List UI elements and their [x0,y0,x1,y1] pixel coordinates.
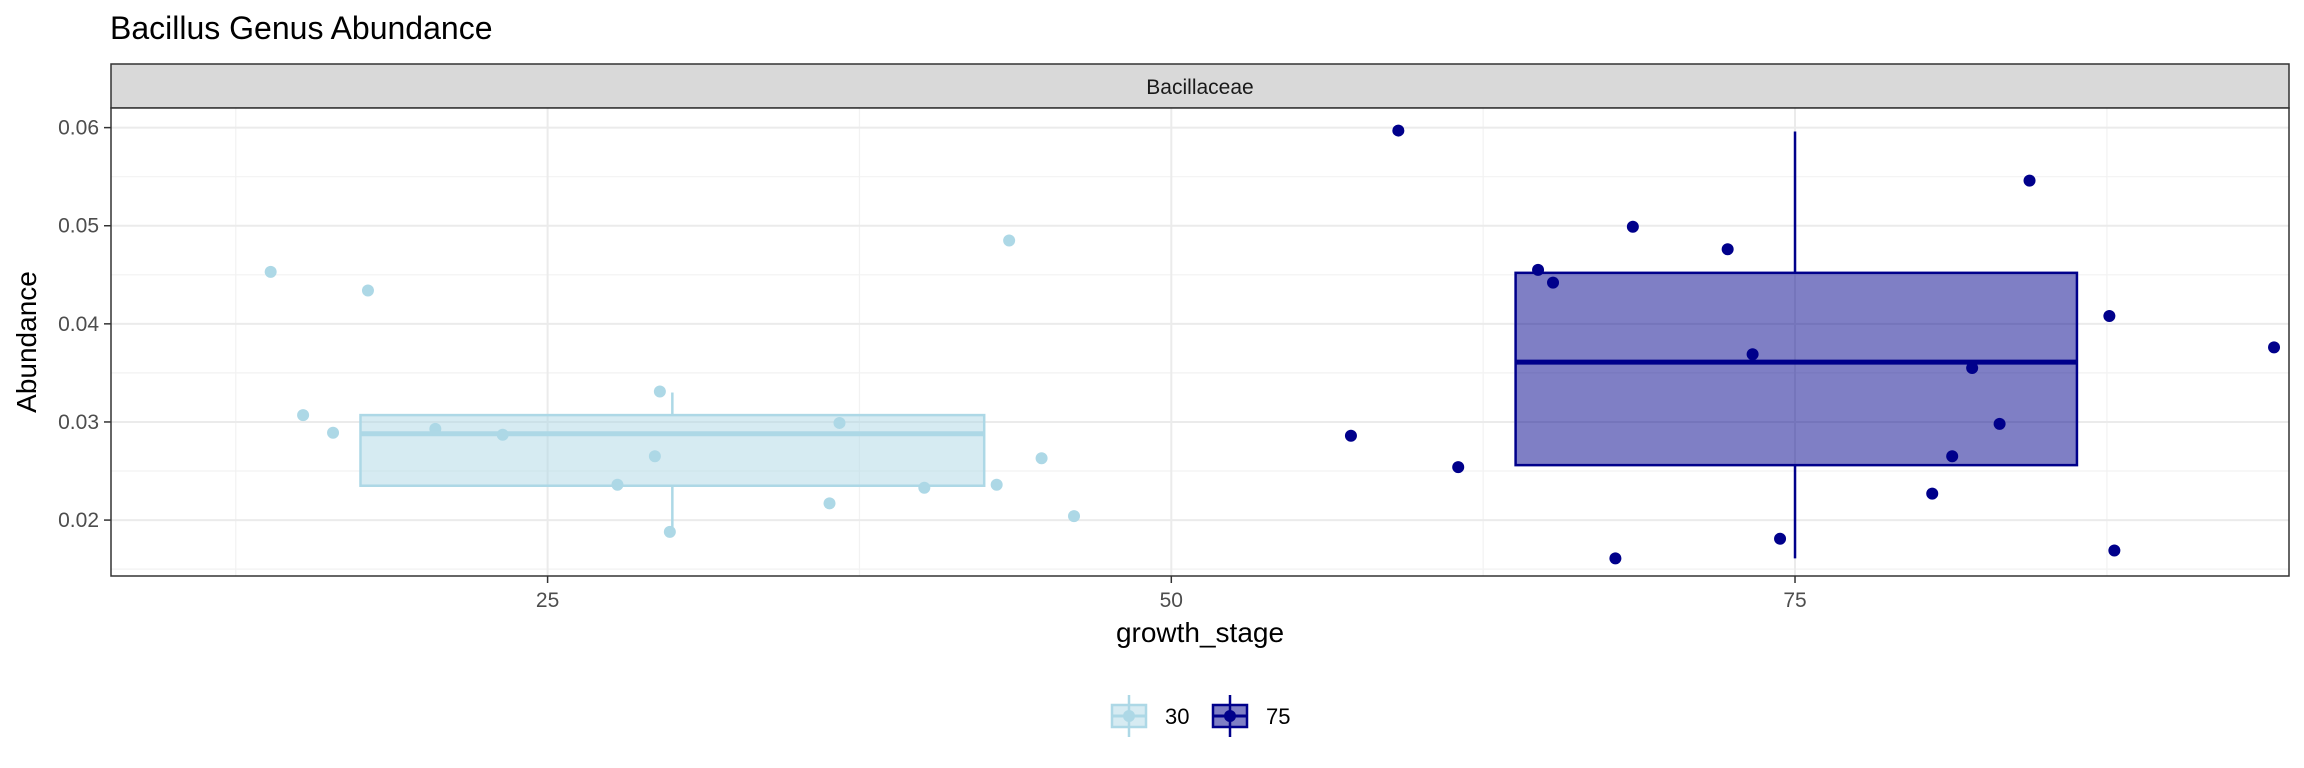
point-30 [833,416,846,429]
x-tick-label: 50 [1160,589,1183,612]
facet-strip-background [110,63,2290,109]
point-30 [429,422,442,435]
x-tick-label: 25 [536,589,559,612]
boxplot-75 [1514,131,2079,559]
point-30 [990,478,1003,491]
legend-label: 75 [1266,704,1290,729]
boxplot-30 [359,392,986,531]
point-75 [2103,310,2116,322]
point-30 [648,450,661,463]
point-75 [1344,429,1357,442]
point-75 [1392,124,1405,137]
point-75 [1626,220,1639,233]
point-75 [1966,362,1979,374]
legend-key-point [1224,710,1236,722]
chart-title: Bacillus Genus Abundance [110,10,492,46]
facet-strip-label: Bacillaceae [1146,76,1253,99]
y-tick-label: 0.06 [58,117,99,140]
point-30 [327,426,340,439]
x-tick-label: 75 [1783,589,1806,612]
point-30 [918,481,931,494]
panel-border [110,107,2290,577]
point-30 [823,497,836,510]
point-30 [496,428,509,441]
facet-strip: Bacillaceae [110,63,2290,109]
x-axis-label: growth_stage [1116,617,1284,648]
point-75 [1609,552,1622,565]
boxplots [359,131,2079,559]
plot-panel [110,107,2290,577]
legend-label: 30 [1165,704,1189,729]
point-75 [2108,544,2121,557]
point-75 [1547,276,1560,289]
x-axis: 25 50 75 [536,576,1807,612]
point-30 [361,284,374,297]
box-75 [1514,271,2079,467]
y-tick-label: 0.05 [58,215,99,238]
point-30 [1068,510,1081,523]
point-30 [1035,452,1048,465]
point-75 [1746,348,1759,361]
point-30 [663,525,676,538]
legend: 30 75 [1110,695,1290,737]
y-tick-label: 0.03 [58,411,99,434]
y-axis-label: Abundance [11,271,42,413]
legend-item-30: 30 [1110,695,1189,737]
box-30 [359,413,986,487]
point-30 [264,265,277,278]
point-30 [611,478,624,491]
legend-item-75: 75 [1211,695,1290,737]
point-75 [1452,461,1465,474]
legend-key-point [1123,710,1135,722]
point-75 [1721,243,1734,256]
point-75 [1926,487,1939,500]
data-points [264,124,2281,565]
point-75 [1774,532,1787,545]
y-tick-label: 0.02 [58,509,99,532]
point-30 [297,409,310,422]
point-30 [1003,234,1016,247]
point-75 [1532,263,1545,276]
point-75 [1993,417,2006,430]
y-axis: 0.02 0.03 0.04 0.05 0.06 [58,117,111,532]
point-75 [1946,450,1959,463]
point-30 [653,385,666,398]
point-75 [2023,174,2036,187]
point-75 [2268,341,2281,354]
y-tick-label: 0.04 [58,313,99,336]
